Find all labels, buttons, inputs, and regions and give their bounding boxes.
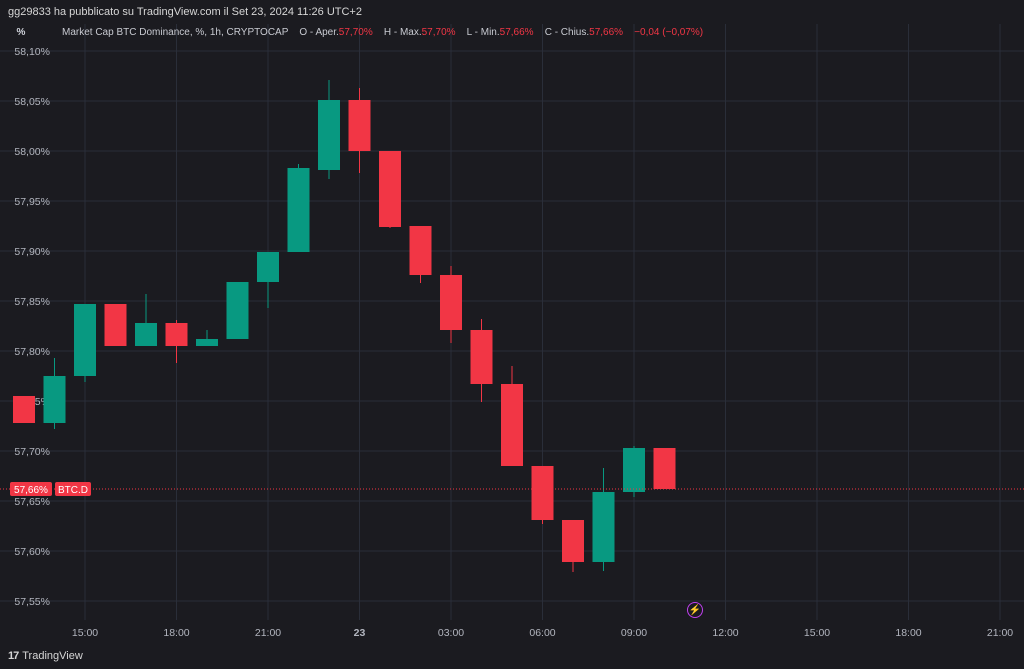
x-tick-label: 21:00 — [255, 627, 281, 639]
symbol-label: BTC.D — [58, 485, 88, 496]
close-label: C - Chius. — [544, 27, 590, 38]
low-value: 57,66% — [499, 27, 534, 38]
x-tick-label: 12:00 — [712, 627, 738, 639]
candle-up — [135, 323, 157, 346]
close-value: 57,66% — [589, 27, 624, 38]
candle-up — [318, 100, 340, 170]
candle-down — [348, 100, 371, 151]
publisher-bar: gg29833 ha pubblicato su TradingView.com… — [0, 0, 1024, 24]
y-tick-label: 57,95% — [14, 196, 50, 208]
tradingview-logo[interactable]: 17 TradingView — [8, 650, 83, 662]
symbol-badge — [55, 482, 91, 496]
y-tick-label: 57,70% — [14, 446, 50, 458]
x-tick-label: 15:00 — [804, 627, 830, 639]
x-tick-label: 15:00 — [72, 627, 98, 639]
lightning-alert-icon[interactable]: ⚡ — [687, 602, 703, 618]
candle-down — [13, 396, 35, 423]
high-label: H - Max. — [383, 27, 422, 38]
open-value: 57,70% — [338, 27, 373, 38]
y-tick-label: 57,90% — [14, 246, 50, 258]
x-tick-label: 03:00 — [438, 627, 464, 639]
y-tick-label: 58,00% — [14, 146, 50, 158]
candle-up — [43, 376, 66, 423]
chart-legend: Market Cap BTC Dominance, %, 1h, CRYPTOC… — [62, 27, 703, 38]
x-tick-label: 09:00 — [621, 627, 647, 639]
candle-down — [653, 448, 676, 489]
y-tick-label: 58,05% — [14, 96, 50, 108]
y-tick-label: 57,65% — [14, 496, 50, 508]
candlestick-chart[interactable]: 58,10% 58,05% 58,00% 57,95% 57,90% 57,85% 57,8… — [0, 0, 1024, 644]
tradingview-mark-icon: 17 — [8, 650, 19, 662]
candle-up — [196, 339, 218, 346]
x-tick-label: 18:00 — [895, 627, 921, 639]
x-tick-label: 18:00 — [163, 627, 189, 639]
change-value: −0,04 (−0,07%) — [634, 27, 704, 38]
y-tick-label: 57,60% — [14, 546, 50, 558]
x-tick-label: 06:00 — [529, 627, 555, 639]
candle-down — [440, 275, 462, 330]
x-tick-label: 21:00 — [987, 627, 1013, 639]
candle-down — [531, 466, 554, 520]
y-tick-label: 57,80% — [14, 346, 50, 358]
candle-up — [623, 448, 645, 492]
candle-down — [501, 384, 523, 466]
footer-bar: 17 TradingView — [0, 644, 1024, 669]
high-value: 57,70% — [421, 27, 456, 38]
candle-down — [379, 151, 401, 227]
publisher-line: gg29833 ha pubblicato su TradingView.com… — [8, 6, 362, 18]
tradingview-brand: TradingView — [22, 650, 83, 662]
y-tick-label: 58,10% — [14, 46, 50, 58]
candle-down — [165, 323, 188, 346]
low-label: L - Min. — [466, 27, 500, 38]
candle-down — [562, 520, 584, 562]
symbol-description: Market Cap BTC Dominance, %, 1h, CRYPTOC… — [62, 27, 289, 38]
candle-up — [287, 168, 310, 252]
candle-down — [104, 304, 127, 346]
last-price-badge — [10, 482, 52, 496]
y-tick-label: 57,85% — [14, 296, 50, 308]
candle-up — [226, 282, 249, 339]
open-label: O - Aper. — [299, 27, 339, 38]
candle-up — [74, 304, 96, 376]
candle-down — [470, 330, 493, 384]
last-price-label: 57,66% — [14, 485, 48, 496]
candle-down — [409, 226, 432, 275]
percent-scale-button[interactable]: % — [16, 27, 26, 38]
candle-up — [257, 252, 279, 282]
y-tick-label: 57,55% — [14, 596, 50, 608]
x-tick-label: 23 — [354, 627, 366, 639]
candle-up — [592, 492, 615, 562]
